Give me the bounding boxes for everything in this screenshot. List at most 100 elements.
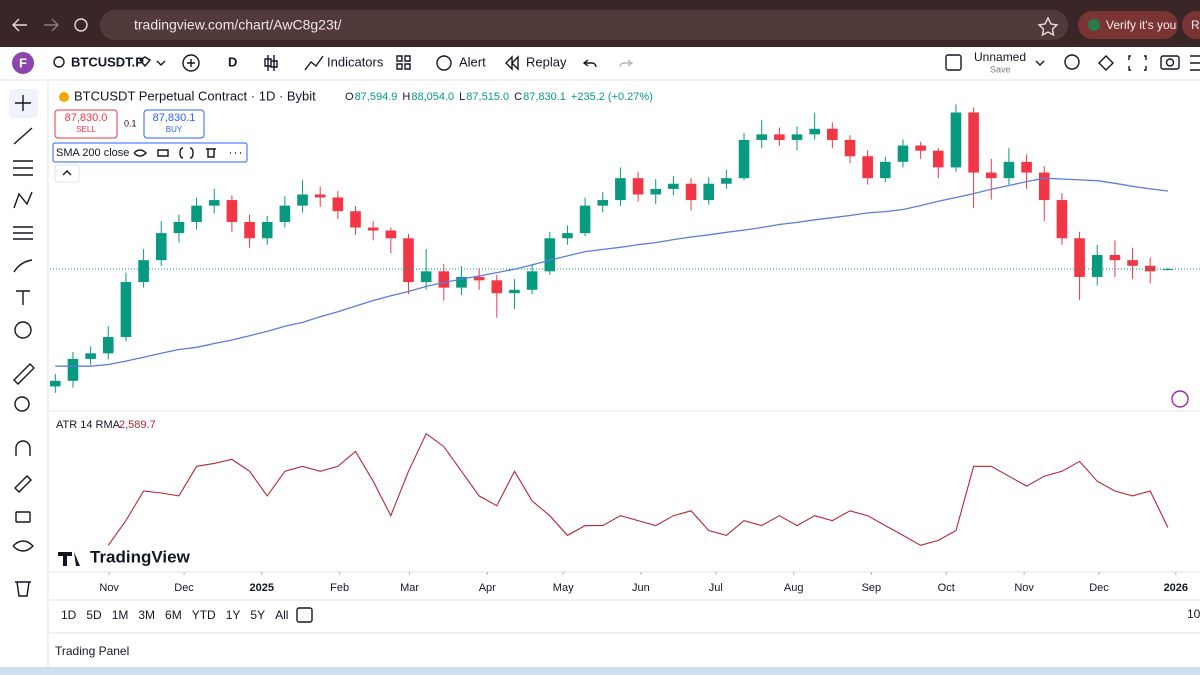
hide-tool[interactable] <box>12 540 34 552</box>
candle-body <box>615 178 626 201</box>
range-button[interactable]: 1M <box>112 608 129 622</box>
ohlc-key: H <box>402 91 410 103</box>
range-button[interactable]: 3M <box>138 608 155 622</box>
symbol-dropdown[interactable] <box>156 60 166 66</box>
candle-body <box>385 230 397 239</box>
menu-pill[interactable] <box>1182 11 1200 39</box>
range-button[interactable]: 6M <box>165 608 182 622</box>
buy-price: 87,830.1 <box>153 112 196 124</box>
compare-button[interactable] <box>182 54 200 72</box>
alert-icon[interactable] <box>436 55 452 71</box>
fib-tool[interactable] <box>13 160 33 176</box>
candle-body <box>544 238 556 272</box>
snapshot[interactable] <box>1160 55 1180 70</box>
candle-body <box>562 233 573 239</box>
range-button[interactable]: All <box>275 608 288 622</box>
sma-legend-actions[interactable] <box>133 147 241 159</box>
bookmark-star[interactable] <box>1037 16 1059 37</box>
candle-body <box>950 112 962 168</box>
verify-pill[interactable] <box>1078 11 1178 39</box>
forward-button[interactable] <box>44 18 59 32</box>
undo[interactable] <box>582 59 597 68</box>
sell-button[interactable] <box>54 109 118 139</box>
candle-body <box>1003 161 1015 179</box>
candle-body <box>756 134 767 140</box>
compare-plus <box>187 59 195 67</box>
buy-button[interactable] <box>143 109 205 139</box>
ohlc-value: 87,594.9 <box>355 91 398 103</box>
candle-body <box>456 276 467 288</box>
reload-button[interactable] <box>74 18 88 32</box>
trading-panel[interactable]: Trading Panel <box>55 644 129 658</box>
zoom-tool[interactable] <box>14 396 30 412</box>
layout-checkbox[interactable] <box>945 54 962 71</box>
candle-body <box>261 221 273 239</box>
interval[interactable]: D <box>228 54 237 69</box>
measure-tool[interactable] <box>13 363 35 385</box>
settings[interactable] <box>1098 55 1114 71</box>
indicators-icon[interactable] <box>304 55 324 71</box>
replay-icon[interactable] <box>505 55 519 71</box>
quick-search[interactable] <box>1064 54 1080 70</box>
candle-body <box>403 238 414 283</box>
layout-dropdown[interactable] <box>1035 60 1045 66</box>
trendline-tool[interactable] <box>13 127 33 145</box>
magnet-tool[interactable] <box>15 440 31 456</box>
candle-body <box>350 211 361 228</box>
candle-body <box>491 280 503 294</box>
candle-body <box>844 139 856 157</box>
back-button[interactable] <box>12 18 27 32</box>
collapse-arrow <box>62 170 72 176</box>
avatar[interactable] <box>12 52 34 74</box>
menu[interactable] <box>1190 55 1200 71</box>
fullscreen[interactable] <box>1128 55 1147 71</box>
lightning-button[interactable] <box>1171 390 1189 408</box>
alert[interactable]: Alert <box>459 54 486 69</box>
templates[interactable] <box>396 55 411 70</box>
date-range-icon[interactable] <box>296 607 313 623</box>
search-icon[interactable] <box>53 56 65 68</box>
crosshair-tool[interactable] <box>15 95 31 111</box>
brush-tool[interactable] <box>13 259 33 273</box>
save-label[interactable]: Save <box>990 64 1011 74</box>
sma-legend-box[interactable] <box>52 142 248 163</box>
address-bar[interactable] <box>100 10 1068 40</box>
draw-mode[interactable] <box>14 475 32 493</box>
candle-body <box>650 188 662 195</box>
symbol-badge[interactable] <box>138 56 152 68</box>
x-tick-label: Oct <box>938 582 955 594</box>
forecast-tool[interactable] <box>13 226 33 240</box>
indicators[interactable]: Indicators <box>327 54 384 69</box>
candle-body <box>1091 255 1103 277</box>
text-tool[interactable] <box>16 290 30 305</box>
x-tick-label: May <box>553 582 574 594</box>
plot: Nov Dec 2025 Feb Mar Apr May Jun Jul Aug Sep Oct Nov… <box>50 104 1200 594</box>
candle-body <box>1109 255 1121 261</box>
sma-line <box>55 177 1168 367</box>
candle-body <box>332 197 344 212</box>
replay[interactable]: Replay <box>526 54 567 69</box>
symbol-logo <box>59 92 69 102</box>
collapse-legend[interactable] <box>54 164 80 183</box>
candle-body <box>67 358 79 381</box>
ohlc-key: C <box>514 91 522 103</box>
x-tick-label: Nov <box>99 582 119 594</box>
range-button[interactable]: YTD <box>192 608 216 622</box>
pattern-tool[interactable] <box>13 191 33 209</box>
chart-type[interactable] <box>264 55 278 71</box>
range-button[interactable]: 5D <box>86 608 102 622</box>
trash-tool[interactable] <box>15 581 31 597</box>
layout-name[interactable]: Unnamed <box>974 50 1026 64</box>
range-button[interactable]: 1Y <box>226 608 241 622</box>
emoji-tool[interactable] <box>14 321 32 339</box>
lock-tool[interactable] <box>15 511 31 523</box>
range-button[interactable]: 5Y <box>250 608 265 622</box>
symbol[interactable]: BTCUSDT.P <box>71 54 144 69</box>
candle-body <box>685 183 697 201</box>
watermark-logo <box>58 552 80 566</box>
redo[interactable] <box>619 59 634 68</box>
candle-body <box>932 150 944 168</box>
candle-body <box>102 337 114 354</box>
range-button[interactable]: 1D <box>61 608 77 622</box>
candle-body <box>314 194 326 198</box>
